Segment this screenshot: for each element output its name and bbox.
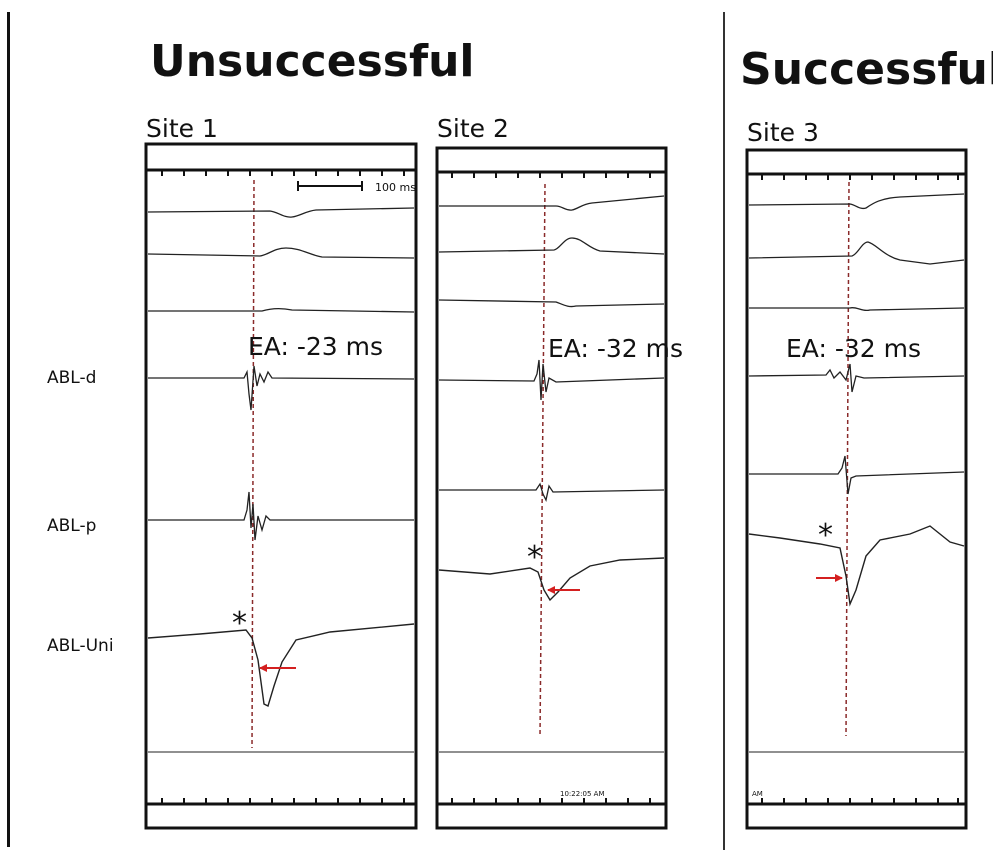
site-2-timestamp: 10:22:05 AM	[560, 790, 605, 798]
site-1-trace-abl-d	[148, 365, 415, 411]
channel-label-abl-d: ABL-d	[47, 368, 97, 388]
site-1-trace-2	[147, 247, 415, 259]
site-1-trace-1	[147, 207, 415, 218]
site-3-frame	[745, 148, 968, 830]
scale-bar	[297, 181, 363, 191]
site-3-bottom-ticks	[761, 798, 959, 804]
site-2-trace-abl-uni	[438, 557, 665, 602]
site-2-reference-line	[539, 183, 546, 737]
site-1-ea-label: EA: -23 ms	[248, 332, 383, 361]
site-2-panel	[435, 146, 668, 830]
site-1-title: Site 1	[146, 114, 218, 143]
left-border-line	[7, 12, 10, 847]
site-3-panel	[745, 148, 968, 830]
site-2-trace-2	[438, 237, 665, 255]
scale-bar-label: 100 ms	[375, 181, 416, 194]
site-3-trace-1	[748, 193, 965, 210]
site-2-title: Site 2	[437, 114, 509, 143]
site-2-asterisk: *	[527, 540, 542, 575]
site-3-trace-2	[748, 241, 965, 265]
site-2-trace-abl-d2	[439, 482, 665, 502]
site-1-trace-3	[148, 307, 415, 313]
channel-label-abl-uni: ABL-Uni	[47, 636, 114, 656]
site-3-top-ticks	[761, 174, 959, 180]
site-1-top-ticks	[161, 170, 405, 176]
channel-label-abl-p: ABL-p	[47, 516, 97, 536]
site-3-trace-abl-d2	[749, 455, 965, 495]
site-3-timestamp: AM	[752, 790, 763, 798]
site-1-bottom-ticks	[161, 798, 405, 804]
unsuccessful-heading: Unsuccessful	[150, 36, 475, 87]
site-1-panel	[144, 142, 418, 830]
site-3-reference-line	[845, 181, 850, 737]
site-3-trace-3	[749, 306, 965, 312]
site-2-trace-1	[439, 195, 665, 211]
site-1-reference-line	[251, 179, 255, 749]
site-1-asterisk: *	[232, 606, 247, 641]
site-1-trace-abl-uni	[147, 623, 415, 707]
site-2-bottom-ticks	[451, 798, 651, 804]
group-separator-line	[723, 12, 725, 850]
site-3-trace-abl-uni	[748, 525, 965, 607]
site-2-frame	[435, 146, 668, 830]
site-3-ea-label: EA: -32 ms	[786, 334, 921, 363]
site-3-asterisk: *	[818, 518, 833, 553]
site-1-frame	[144, 142, 418, 830]
site-2-ea-label: EA: -32 ms	[548, 334, 683, 363]
site-1-trace-abl-p	[148, 491, 414, 541]
site-3-trace-abl-d	[748, 363, 965, 393]
successful-heading: Successful	[740, 44, 993, 95]
site-2-top-ticks	[451, 172, 651, 178]
site-2-trace-3	[438, 299, 665, 308]
site-2-trace-abl-d	[438, 359, 665, 401]
site-3-title: Site 3	[747, 118, 819, 147]
